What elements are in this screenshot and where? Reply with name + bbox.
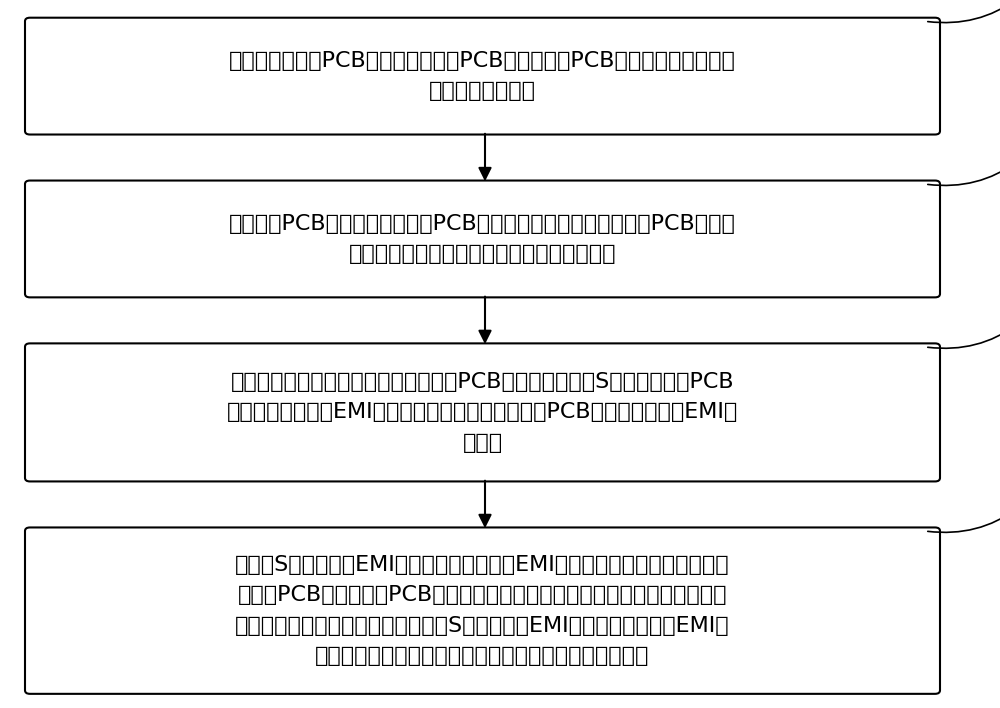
Text: 根据待测芯片和PCB走线，建立第一PCB三维模型；PCB走线为连接待测芯片
的供电引脚的走线: 根据待测芯片和PCB走线，建立第一PCB三维模型；PCB走线为连接待测芯片 的供…	[229, 51, 736, 101]
Text: 若第二S参数和第二EMI辐射强度不满足预设EMI辐射条件，则将去耦电容设置
在第一PCB三维模型的PCB走线的供电引脚与当前位置之间，并将当前位置更
新为设置去: 若第二S参数和第二EMI辐射强度不满足预设EMI辐射条件，则将去耦电容设置 在第…	[235, 555, 730, 666]
Text: S230: S230	[928, 300, 1000, 348]
FancyBboxPatch shape	[25, 181, 940, 297]
Text: 根据第一PCB三维模型和设置在PCB走线上的去耦电容，建立第二PCB三维模
型，并将设置去耦电容的位置确认为当前位置: 根据第一PCB三维模型和设置在PCB走线上的去耦电容，建立第二PCB三维模 型，…	[229, 214, 736, 264]
FancyBboxPatch shape	[25, 18, 940, 135]
Text: S210: S210	[928, 0, 1000, 23]
Text: 根据预设吸取电流频率，获取对应第二PCB三维模型的第二S参数；对第二PCB
三维模型输入预设EMI辐射激励信号，输出对应第二PCB三维模型的第二EMI辐
射强度: 根据预设吸取电流频率，获取对应第二PCB三维模型的第二S参数；对第二PCB 三维…	[227, 372, 738, 453]
FancyBboxPatch shape	[25, 527, 940, 694]
FancyBboxPatch shape	[25, 343, 940, 481]
Text: S220: S220	[928, 137, 1000, 185]
Text: S240: S240	[928, 484, 1000, 532]
